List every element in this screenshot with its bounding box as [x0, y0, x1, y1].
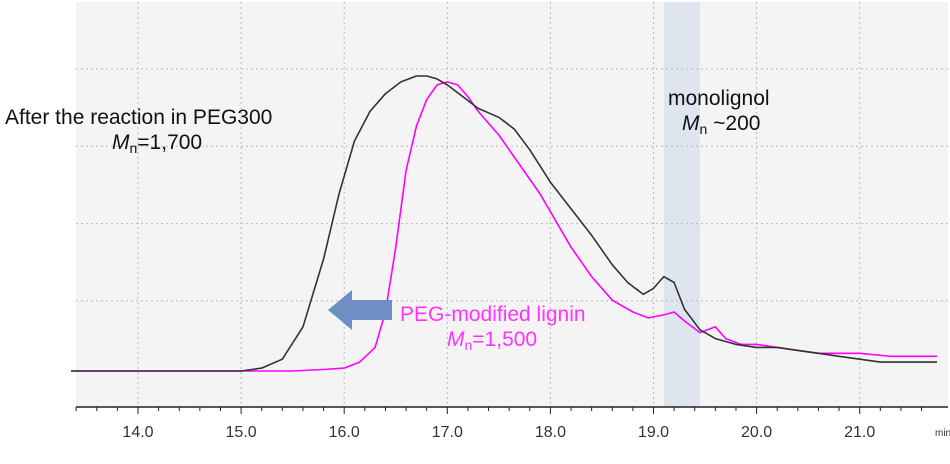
- annotation-after-reaction: After the reaction in PEG300 Mn=1,700: [5, 105, 272, 157]
- x-tick-label: 21.0: [844, 424, 875, 441]
- monolignol-band: [663, 2, 700, 464]
- annotation-after-line1: After the reaction in PEG300: [5, 106, 273, 129]
- annotation-after-value: =1,700: [137, 131, 203, 155]
- mn-symbol: M: [447, 328, 465, 352]
- annotation-mono-value: ~200: [707, 112, 761, 136]
- series-line-peg-modified: [71, 81, 937, 372]
- x-tick-label: 14.0: [122, 424, 153, 441]
- band-layer: [663, 2, 700, 464]
- annotation-peg-mn: Mn=1,500: [400, 327, 586, 354]
- mn-subscript: n: [464, 337, 473, 354]
- x-tick-label: 19.0: [638, 424, 669, 441]
- x-tick-label: 18.0: [535, 424, 566, 441]
- grid-layer: [76, 2, 948, 407]
- tick-layer: 14.0 15.0 16.0 17.0 18.0 19.0 20.0 21.0: [75, 407, 923, 441]
- mn-subscript: n: [699, 121, 708, 138]
- x-tick-label: 15.0: [226, 424, 257, 441]
- mn-symbol: M: [682, 112, 700, 136]
- x-tick-label: 17.0: [432, 424, 463, 441]
- series-layer: [71, 75, 937, 372]
- axis-band: [76, 407, 950, 464]
- x-tick-label: 20.0: [741, 424, 772, 441]
- mn-symbol: M: [112, 131, 130, 155]
- arrow-layer: [328, 290, 392, 330]
- x-tick-label: 16.0: [329, 424, 360, 441]
- annotation-peg-modified: PEG-modified lignin Mn=1,500: [400, 302, 586, 354]
- shift-arrow: [328, 290, 392, 330]
- mn-subscript: n: [129, 140, 138, 157]
- annotation-peg-line1: PEG-modified lignin: [400, 303, 586, 326]
- annotation-after-mn: Mn=1,700: [5, 130, 272, 157]
- series-line-after-reaction: [71, 75, 937, 372]
- annotation-mono-line1: monolignol: [668, 87, 770, 110]
- annotation-monolignol: monolignol Mn ~200: [668, 86, 770, 138]
- annotation-peg-value: =1,500: [472, 328, 538, 352]
- annotation-mono-mn: Mn ~200: [668, 111, 770, 138]
- x-unit-label: min: [935, 428, 950, 439]
